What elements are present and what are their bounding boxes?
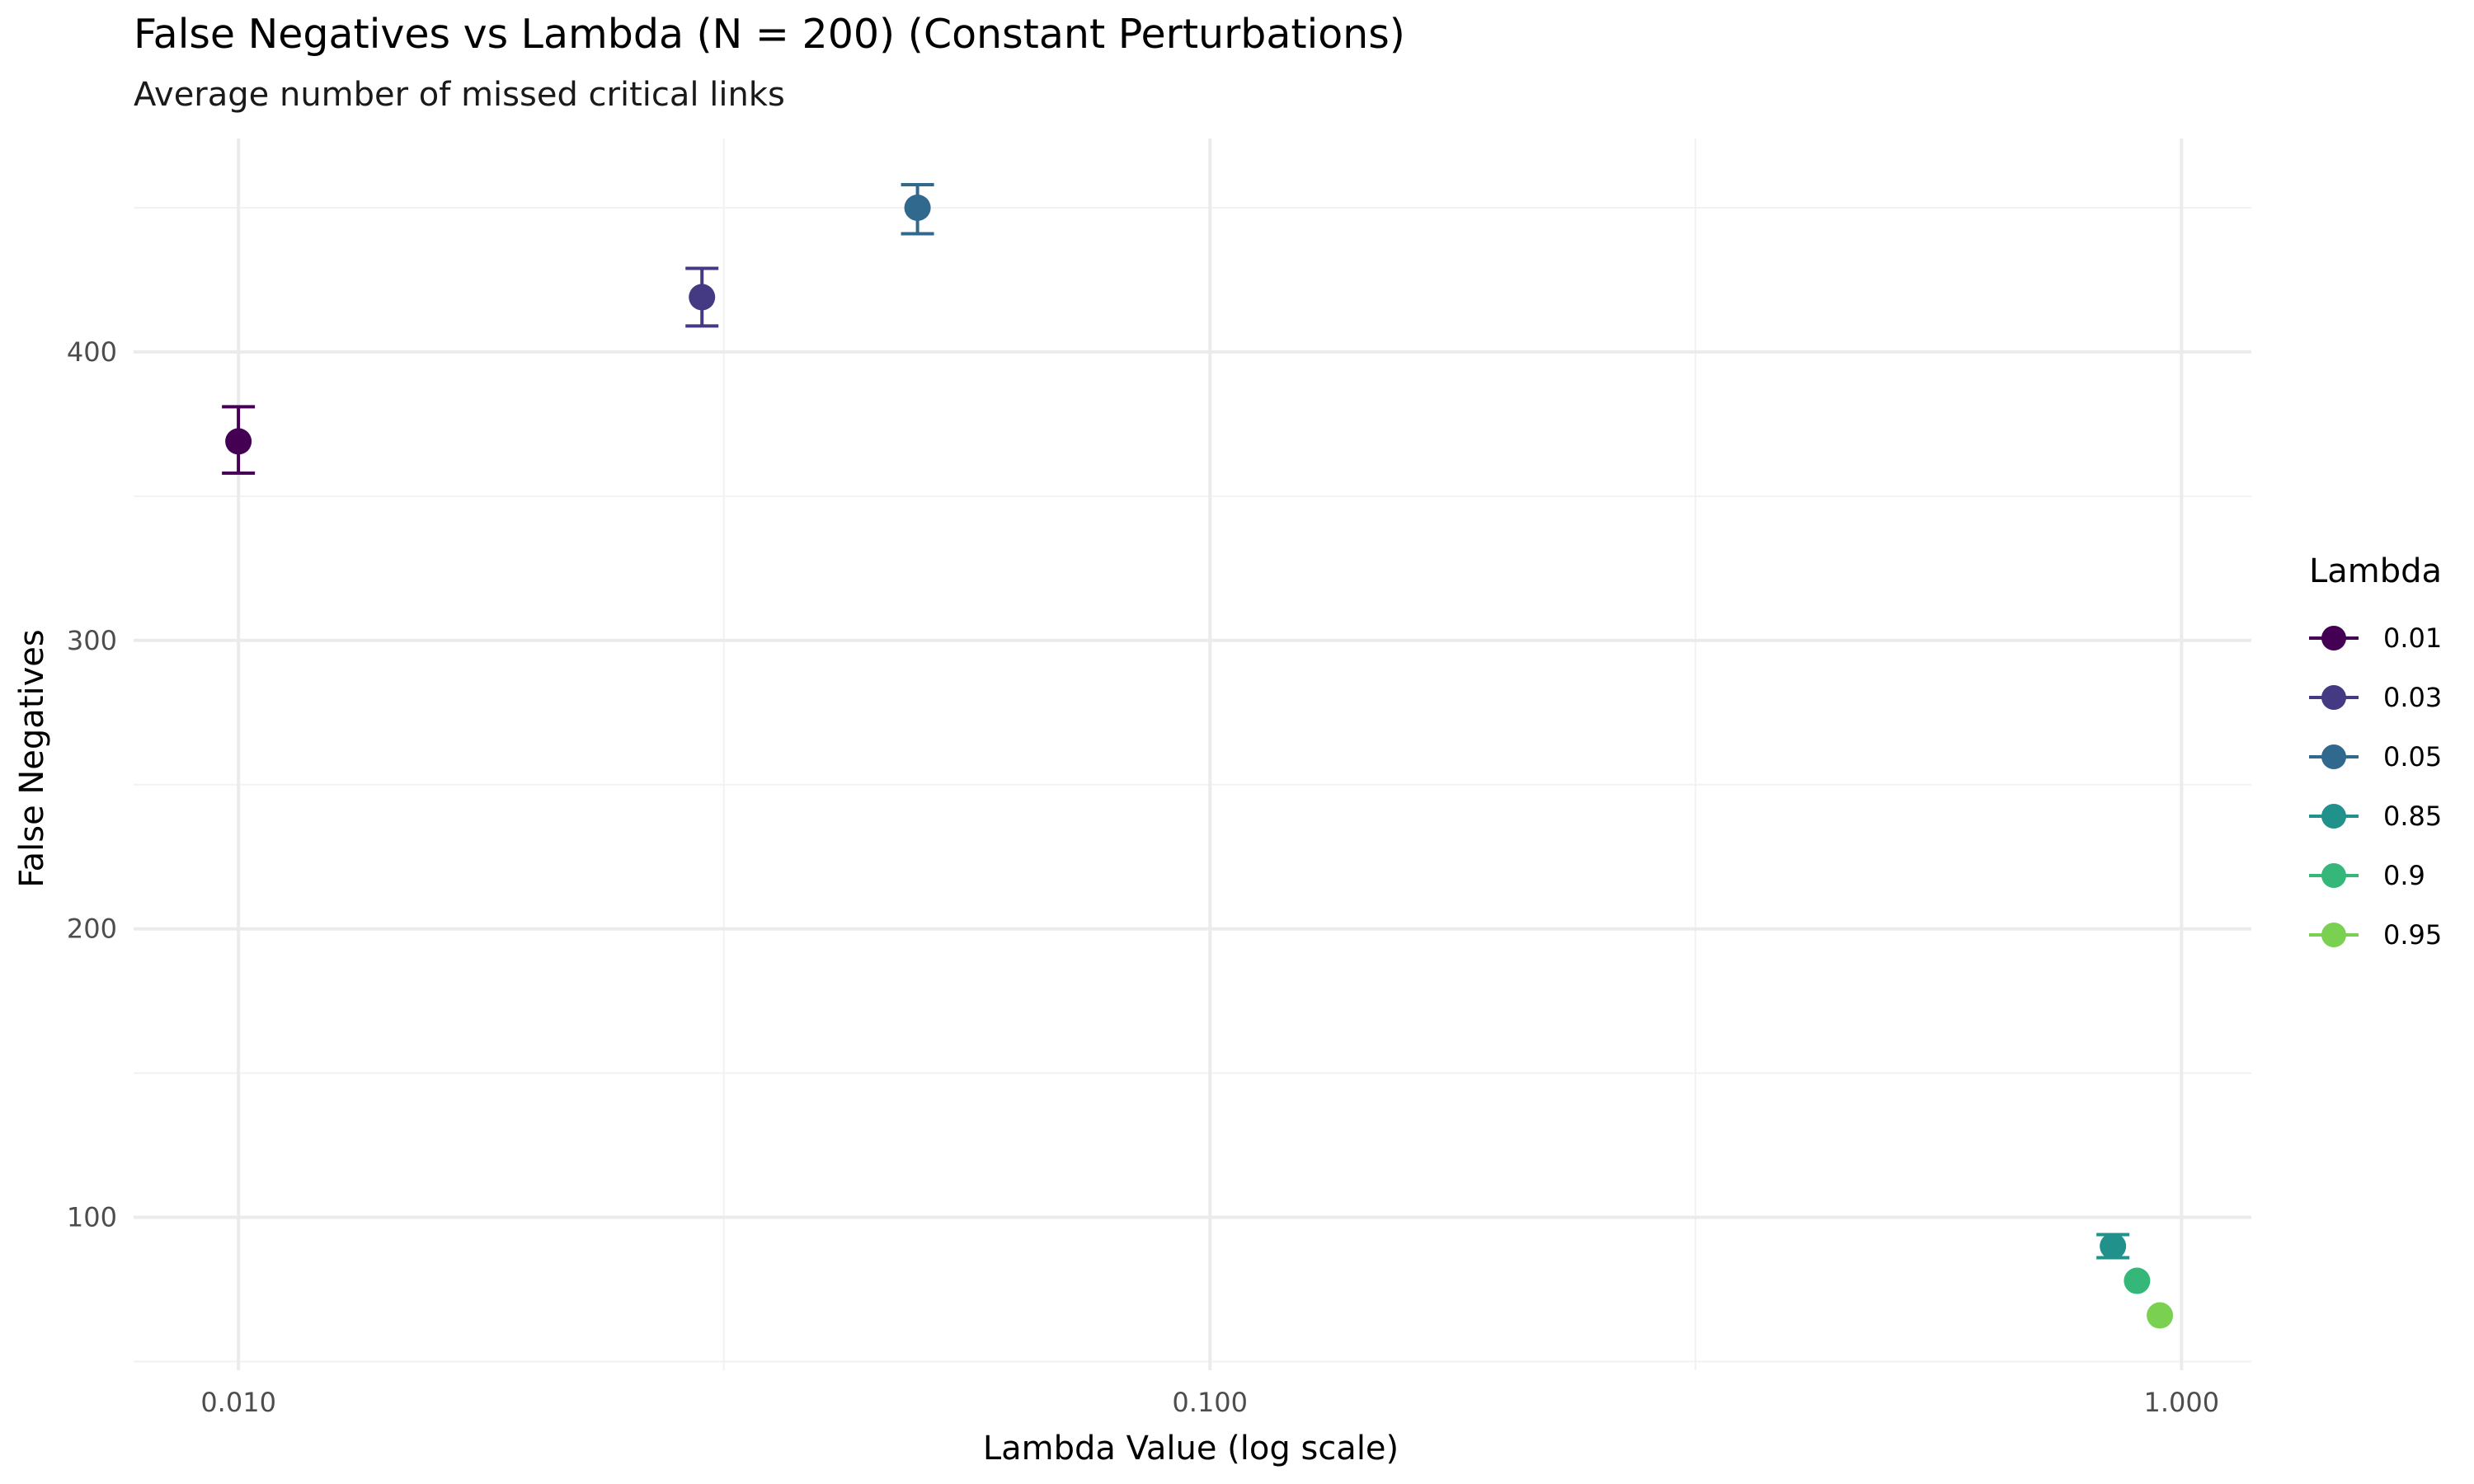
legend-title: Lambda bbox=[2309, 552, 2442, 590]
legend-key-point bbox=[2321, 863, 2346, 888]
legend-key-point bbox=[2321, 626, 2346, 650]
legend-item: 0.01 bbox=[2309, 622, 2442, 654]
y-axis-ticks: 100 200 300 400 bbox=[67, 336, 117, 1233]
y-tick-label: 100 bbox=[67, 1202, 117, 1233]
legend-label: 0.9 bbox=[2383, 860, 2425, 891]
plot-grid bbox=[134, 139, 2251, 1370]
x-axis-label: Lambda Value (log scale) bbox=[983, 1430, 1399, 1468]
legend-item: 0.85 bbox=[2309, 801, 2442, 832]
legend-label: 0.03 bbox=[2383, 682, 2442, 713]
data-points bbox=[222, 182, 2174, 1329]
legend-item: 0.9 bbox=[2309, 860, 2425, 891]
x-tick-label: 1.000 bbox=[2144, 1387, 2220, 1418]
y-axis-label: False Negatives bbox=[13, 629, 51, 887]
chart-title: False Negatives vs Lambda (N = 200) (Con… bbox=[134, 11, 1405, 58]
series-0.05 bbox=[901, 182, 934, 236]
legend-key-point bbox=[2321, 744, 2346, 769]
data-point bbox=[225, 428, 252, 455]
data-point bbox=[689, 284, 716, 311]
chart-subtitle: Average number of missed critical links bbox=[134, 76, 785, 114]
legend-label: 0.01 bbox=[2383, 622, 2442, 654]
series-0.03 bbox=[685, 266, 719, 328]
legend-key-point bbox=[2321, 923, 2346, 947]
series-0.01 bbox=[222, 405, 256, 475]
y-tick-label: 400 bbox=[67, 336, 117, 368]
legend: Lambda 0.01 0.03 0.05 0.85 0.9 0.95 bbox=[2309, 552, 2442, 951]
data-point bbox=[2100, 1233, 2127, 1260]
series-0.95 bbox=[2147, 1302, 2174, 1329]
legend-item: 0.05 bbox=[2309, 741, 2442, 773]
legend-label: 0.85 bbox=[2383, 801, 2442, 832]
data-point bbox=[2147, 1302, 2174, 1329]
data-point bbox=[2124, 1267, 2151, 1294]
legend-item: 0.03 bbox=[2309, 682, 2442, 713]
legend-item: 0.95 bbox=[2309, 919, 2442, 951]
x-tick-label: 0.010 bbox=[200, 1387, 276, 1418]
series-0.85 bbox=[2096, 1233, 2130, 1260]
data-point bbox=[904, 194, 931, 221]
y-tick-label: 200 bbox=[67, 913, 117, 945]
x-tick-label: 0.100 bbox=[1172, 1387, 1248, 1418]
series-0.9 bbox=[2124, 1267, 2151, 1294]
legend-label: 0.05 bbox=[2383, 741, 2442, 773]
legend-label: 0.95 bbox=[2383, 919, 2442, 951]
y-tick-label: 300 bbox=[67, 625, 117, 656]
x-axis-ticks: 0.010 0.100 1.000 bbox=[200, 1387, 2219, 1418]
legend-key-point bbox=[2321, 804, 2346, 829]
legend-key-point bbox=[2321, 685, 2346, 710]
